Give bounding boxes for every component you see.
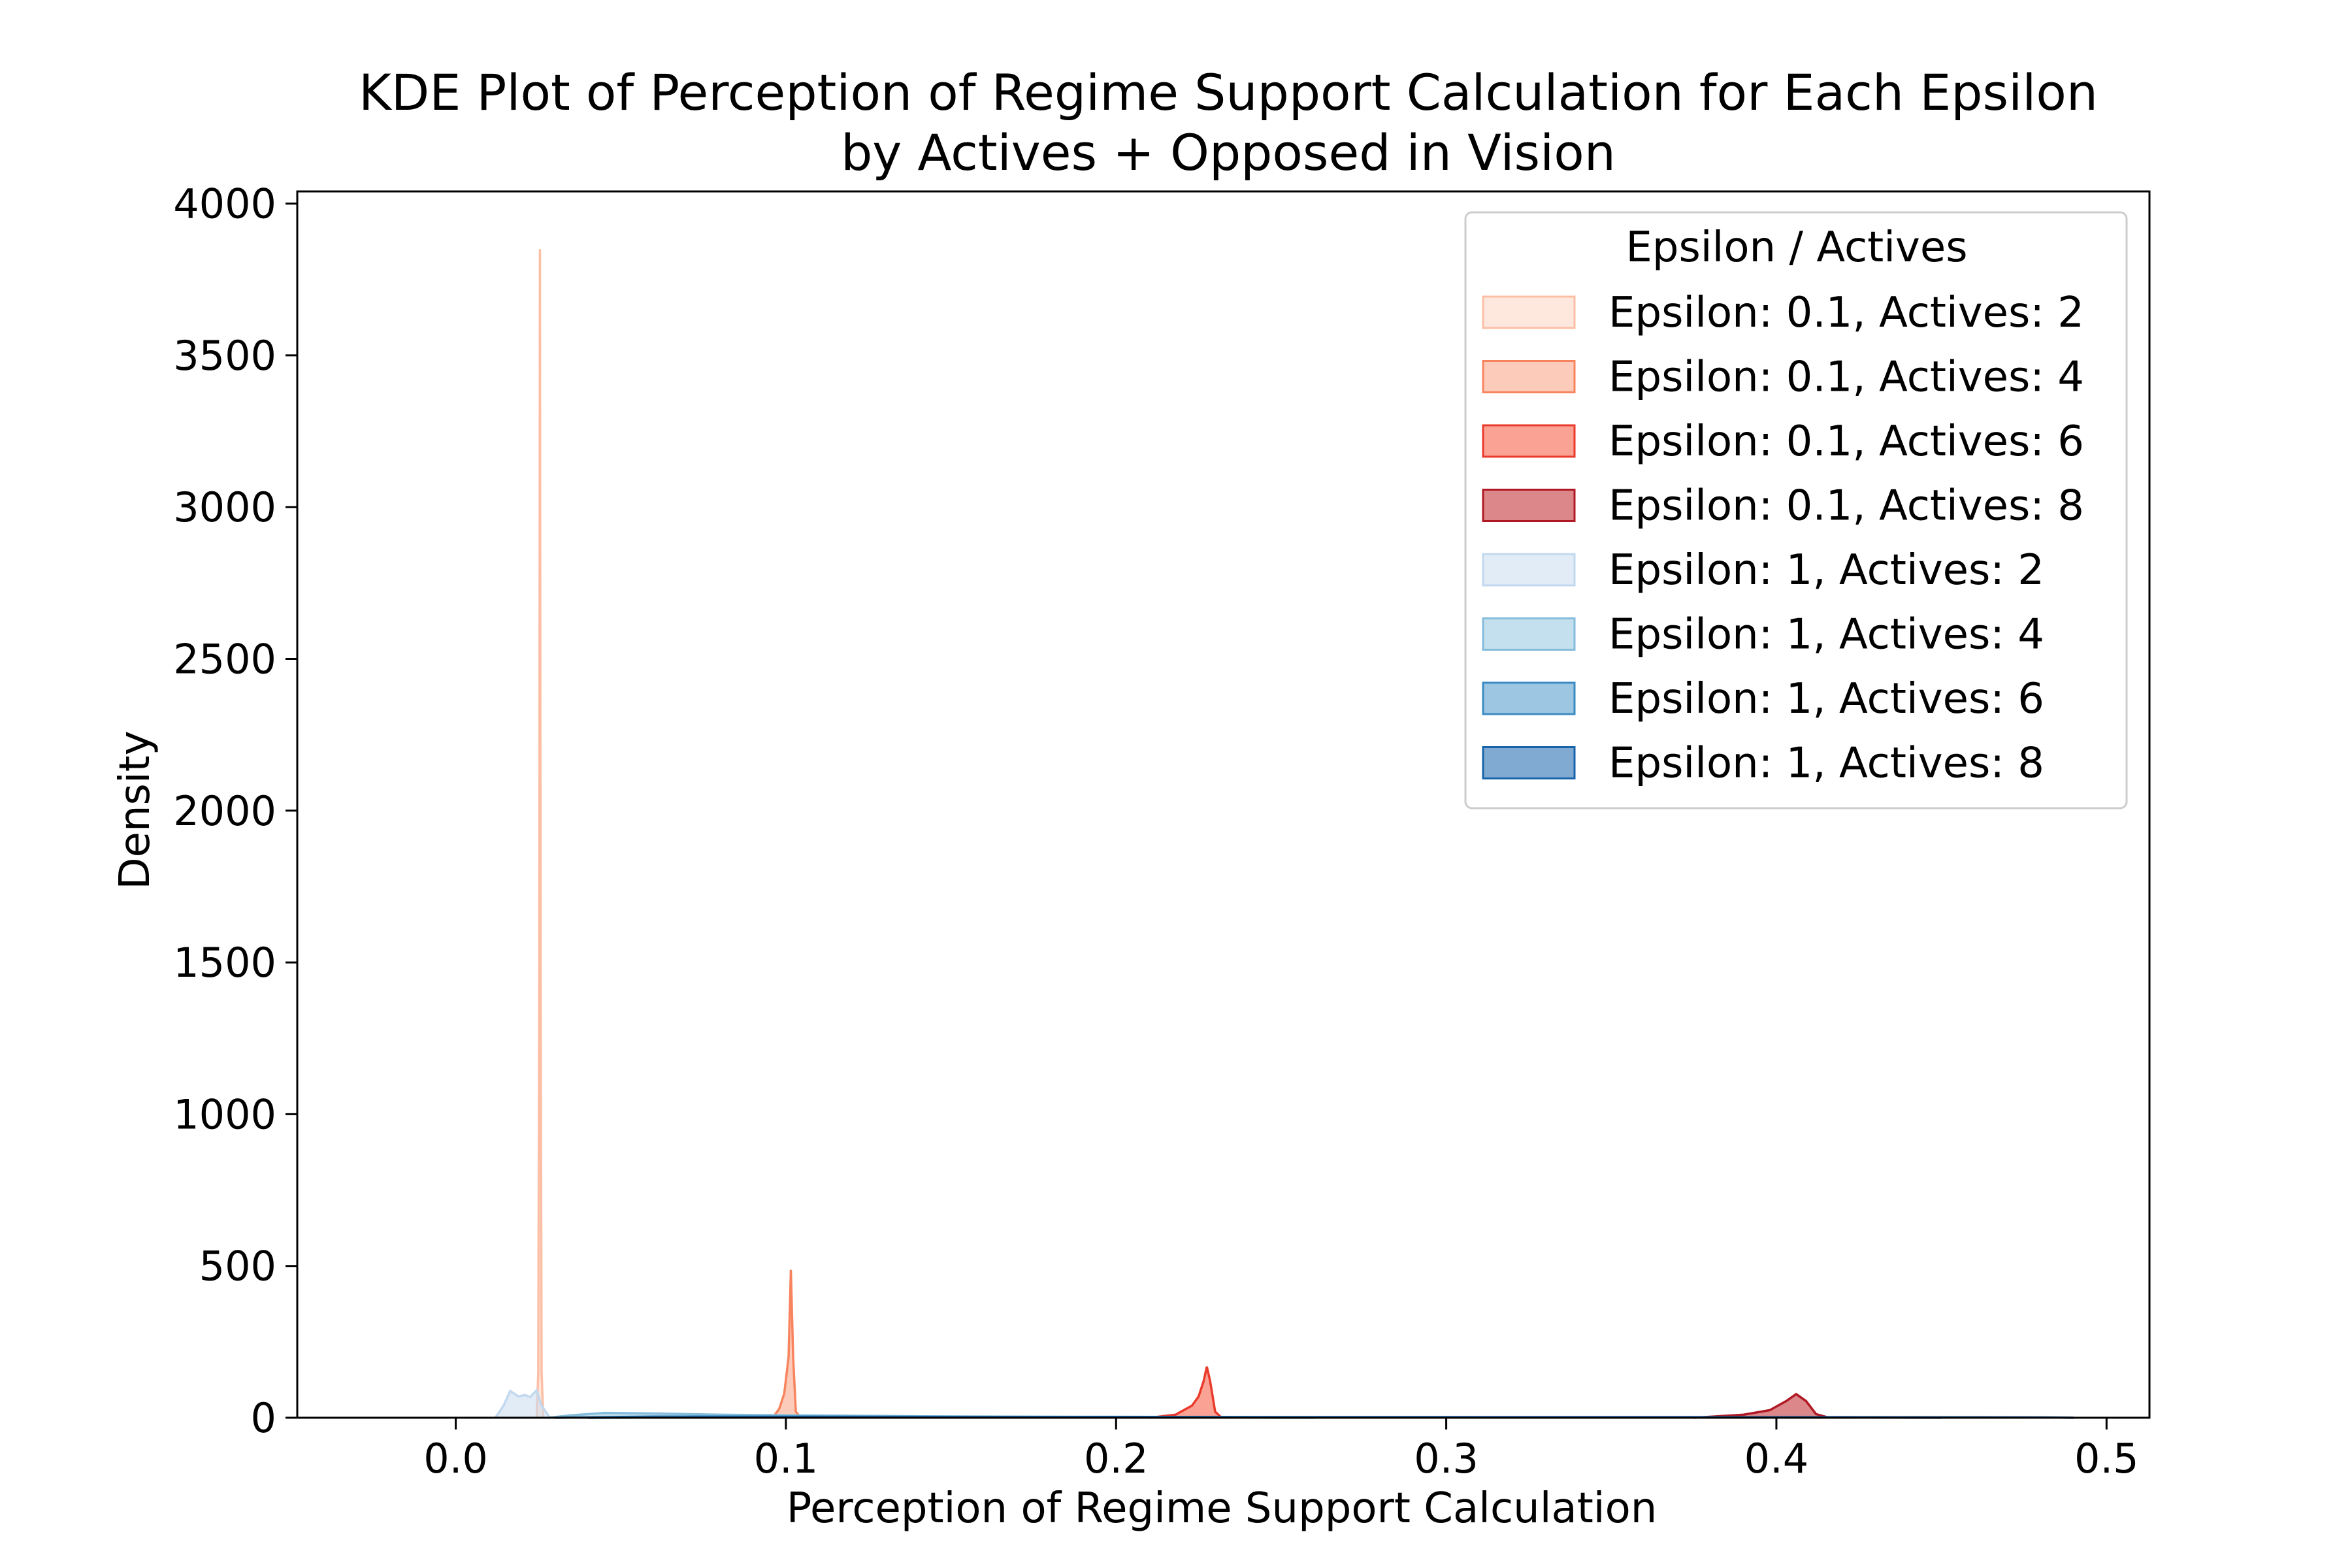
legend-label-5: Epsilon: 1, Actives: 2 <box>1609 546 2044 595</box>
series-area-4 <box>1693 1394 1829 1418</box>
legend-frame <box>1464 211 2128 809</box>
y-tick-label: 0 <box>251 1394 276 1442</box>
y-tick-label: 1500 <box>173 939 276 987</box>
series-line-2 <box>772 1269 802 1419</box>
legend-label-4: Epsilon: 0.1, Actives: 8 <box>1609 482 2084 531</box>
legend: Epsilon / Actives Epsilon: 0.1, Actives:… <box>1464 211 2128 809</box>
series-line-4 <box>1693 1392 1830 1419</box>
y-tick-label: 4000 <box>173 180 276 228</box>
y-tick-label: 1000 <box>173 1090 276 1138</box>
x-axis-label: Perception of Regime Support Calculation <box>787 1484 1658 1533</box>
series-area-2 <box>772 1269 801 1418</box>
legend-swatch-1 <box>1482 295 1576 329</box>
y-tick-label: 2500 <box>173 635 276 683</box>
legend-label-1: Epsilon: 0.1, Actives: 2 <box>1609 289 2084 337</box>
x-tick-label: 0.1 <box>754 1435 819 1482</box>
axes: 0.0 0.1 0.2 0.3 0.4 0.5 0 500 1000 1500 2000 2500 30… <box>173 180 2151 1482</box>
legend-swatch-6 <box>1482 617 1576 651</box>
series-area-3 <box>1149 1366 1222 1418</box>
y-tick-label: 3500 <box>173 332 276 380</box>
legend-title: Epsilon / Actives <box>1625 223 1967 272</box>
legend-label-7: Epsilon: 1, Actives: 6 <box>1609 675 2044 723</box>
plot-frame <box>296 190 2151 1419</box>
legend-swatch-2 <box>1482 360 1576 393</box>
series-line-1 <box>535 249 545 1418</box>
x-tick-label: 0.0 <box>423 1435 488 1482</box>
y-tick-label: 500 <box>199 1243 276 1290</box>
y-tick-label: 3000 <box>173 483 276 531</box>
y-tick-label: 2000 <box>173 787 276 835</box>
legend-swatch-3 <box>1482 424 1576 458</box>
legend-swatch-5 <box>1482 553 1576 587</box>
chart-title-line-2: by Actives + Opposed in Vision <box>841 123 1616 182</box>
series-line-3 <box>1149 1366 1223 1419</box>
x-tick-label: 0.2 <box>1084 1435 1149 1482</box>
chart-title-line-1: KDE Plot of Perception of Regime Support… <box>359 63 2098 122</box>
series-line-5 <box>494 1388 551 1418</box>
x-tick-label: 0.3 <box>1414 1435 1478 1482</box>
legend-label-3: Epsilon: 0.1, Actives: 6 <box>1609 417 2084 466</box>
legend-swatch-7 <box>1482 681 1576 715</box>
y-axis-label: Density <box>111 730 159 889</box>
legend-swatch-4 <box>1482 489 1576 522</box>
legend-label-6: Epsilon: 1, Actives: 4 <box>1609 611 2044 659</box>
x-tick-label: 0.4 <box>1744 1435 1809 1482</box>
x-tick-label: 0.5 <box>2074 1435 2139 1482</box>
legend-swatch-8 <box>1482 746 1576 779</box>
legend-label-2: Epsilon: 0.1, Actives: 4 <box>1609 353 2084 402</box>
series-area-5 <box>495 1390 550 1418</box>
legend-label-8: Epsilon: 1, Actives: 8 <box>1609 740 2044 788</box>
